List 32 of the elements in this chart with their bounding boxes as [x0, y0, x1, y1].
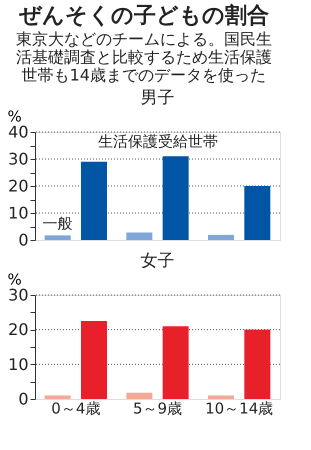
bar	[208, 396, 234, 399]
y-tick-label: 40	[8, 122, 28, 142]
x-tick-label: 5～9歳	[132, 400, 182, 418]
chart-title: 男子	[140, 88, 174, 108]
text: 東京大などのチームによる。国民生活基礎調査と比較するため生活保護世帯も14歳までのデータを使った	[16, 30, 272, 84]
x-tick-label: 10～14歳	[205, 400, 274, 418]
series-label: 生活保護受給世帯	[98, 132, 218, 151]
text: ぜんそくの子どもの割合	[18, 4, 269, 28]
y-tick-label: 0	[18, 390, 28, 408]
bar	[44, 235, 71, 240]
y-tick-label: 30	[8, 150, 28, 168]
bar	[208, 234, 234, 240]
bar	[80, 162, 107, 240]
series-label: 一般	[42, 214, 73, 232]
y-tick-label: 0	[18, 230, 28, 250]
y-tick-label: 20	[8, 176, 28, 196]
y-axis-title: %	[8, 270, 22, 288]
y-axis-title: %	[8, 108, 22, 126]
bar	[126, 232, 152, 240]
bar	[244, 186, 270, 240]
x-tick-label: 0～4歳	[51, 400, 100, 418]
y-tick-label: 30	[8, 286, 28, 304]
chart-title: 女子	[140, 251, 174, 271]
y-tick-label: 10	[8, 354, 28, 374]
bar	[244, 330, 270, 399]
bar	[162, 156, 189, 240]
bar	[162, 326, 189, 399]
bar	[80, 321, 107, 399]
bar	[126, 392, 152, 399]
y-tick-label: 10	[8, 204, 28, 222]
y-tick-label: 20	[8, 320, 28, 340]
bar	[44, 396, 71, 399]
